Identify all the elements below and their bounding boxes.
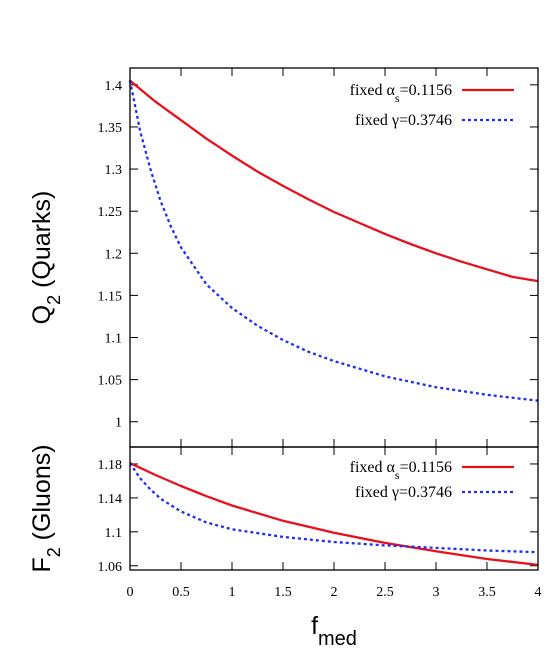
series-line-fixed-gamma [129, 462, 539, 554]
y-tick-label: 1.35 [98, 121, 123, 136]
plot-frame [129, 67, 539, 571]
x-tick-label: 2.5 [376, 585, 394, 600]
legend-label: fixed αs=0.1156 [350, 459, 452, 482]
y-tick-label: 1.2 [105, 247, 123, 262]
top-panel-quarks: 1 1.05 1.1 1.15 1.2 1.25 1.3 1.35 1.4 fixed αs=0.… [28, 68, 539, 447]
x-tick-label: 1 [229, 585, 236, 600]
x-tick-label: 2 [331, 585, 338, 600]
legend-label: fixed αs=0.1156 [350, 82, 452, 105]
legend-label: fixed γ=0.3746 [355, 112, 452, 129]
y-tick-label: 1.1 [105, 332, 123, 347]
bottom-panel-gluons: 1.06 1.1 1.14 1.18 fixed αs=0.1156 fixed γ=0.… [28, 444, 542, 649]
y-tick-label: 1.3 [105, 163, 123, 178]
series-line-fixed-gamma [128, 80, 539, 402]
x-tick-label: 0.5 [172, 585, 190, 600]
top-panel-border [129, 67, 539, 448]
x-tick-label: 3.5 [478, 585, 496, 600]
y-tick-label: 1.4 [105, 79, 123, 94]
y-tick-label: 1.1 [105, 526, 123, 541]
x-tick-label: 4 [535, 585, 542, 600]
y-tick-label: 1.18 [98, 458, 123, 473]
x-tick-label: 0 [127, 585, 134, 600]
series-line-fixed-alpha [129, 79, 539, 283]
y-tick-label: 1.14 [98, 492, 123, 507]
legend-label: fixed γ=0.3746 [355, 484, 452, 501]
series-line-fixed-alpha [129, 462, 539, 567]
bottom-panel-border [129, 446, 539, 571]
y-tick-label: 1.15 [98, 289, 123, 304]
y-tick-label: 1.06 [98, 560, 123, 575]
y-tick-label: 1 [115, 416, 122, 431]
x-tick-label: 3 [433, 585, 440, 600]
y-axis-title: Q2 (Quarks) [28, 191, 64, 325]
x-axis-title: fmed [311, 612, 357, 649]
x-tick-label: 1.5 [274, 585, 292, 600]
y-tick-label: 1.05 [98, 374, 123, 389]
y-tick-label: 1.25 [98, 205, 123, 220]
y-axis-title: F2 (Gluons) [28, 444, 64, 572]
